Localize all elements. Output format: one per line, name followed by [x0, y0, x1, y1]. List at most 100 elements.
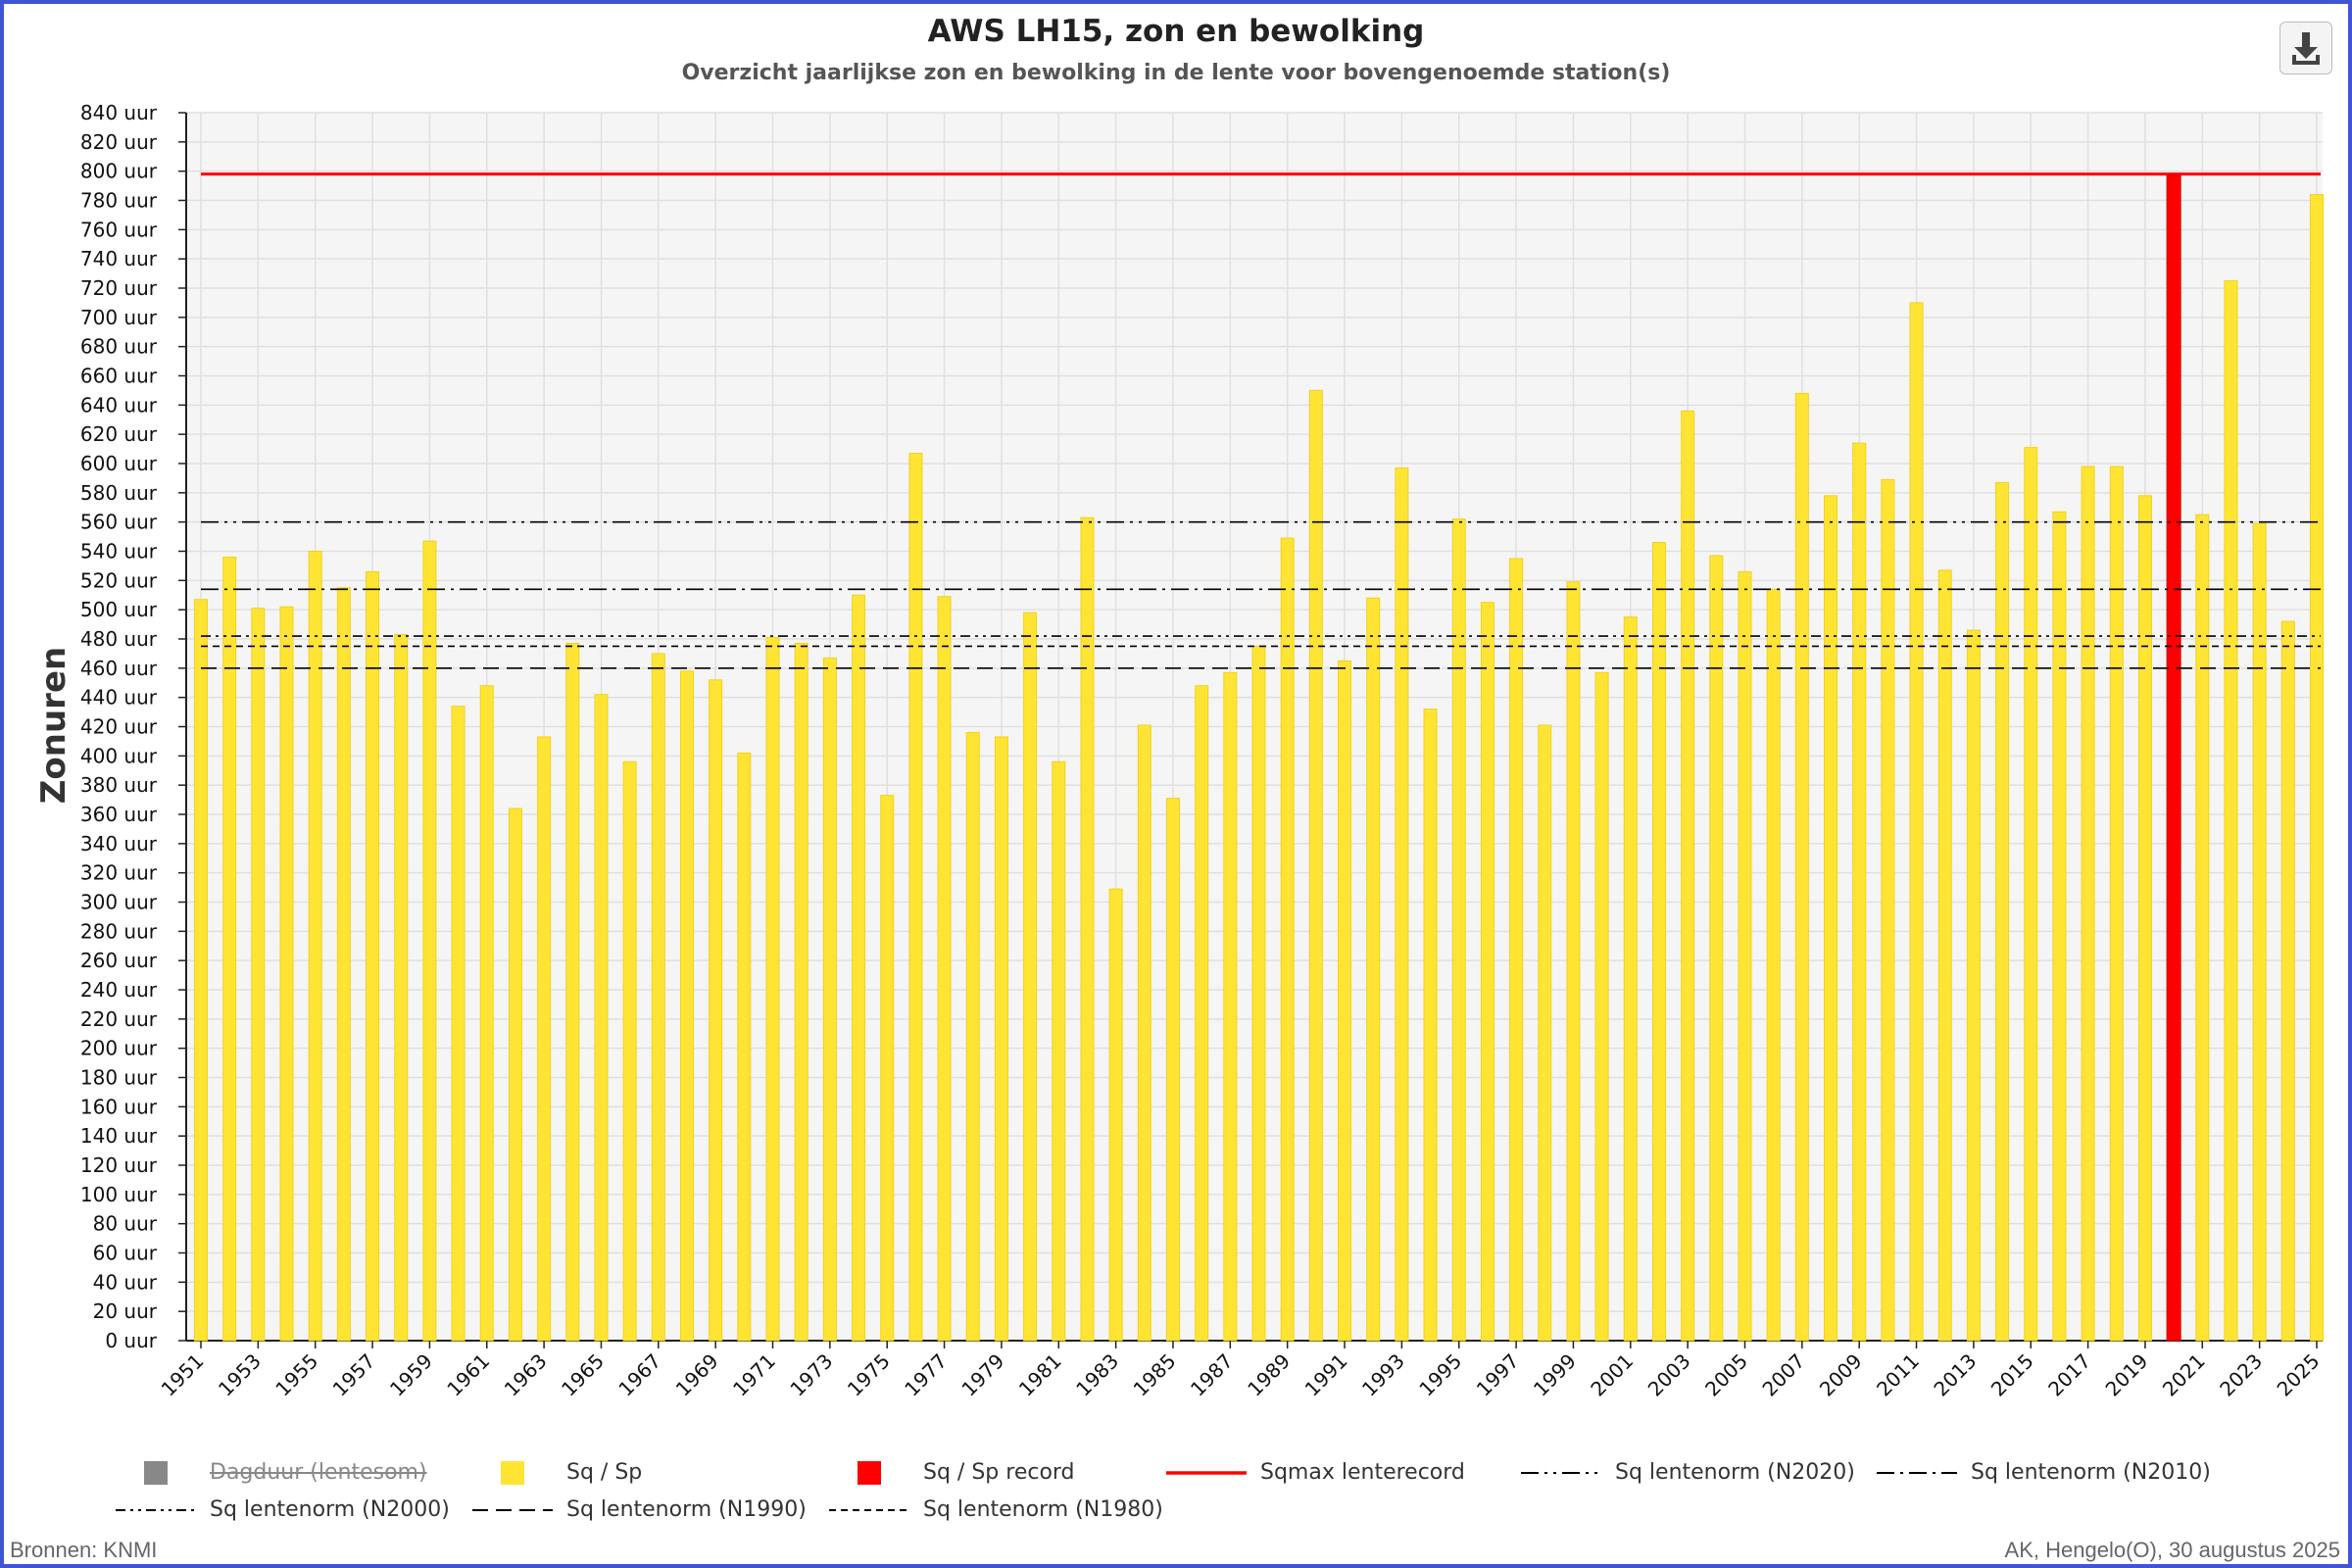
bar-1991: [1338, 660, 1352, 1342]
y-tick-label: 620 uur: [80, 422, 158, 446]
y-tick-label: 300 uur: [80, 891, 158, 914]
download-button[interactable]: [2279, 22, 2332, 74]
x-tick-label: 1997: [1472, 1349, 1524, 1401]
bar-1986: [1195, 685, 1209, 1342]
bar-2024: [2280, 620, 2295, 1342]
bar-2011: [1909, 302, 1924, 1342]
bar-1985: [1165, 798, 1180, 1342]
y-tick-label: 540 uur: [80, 540, 158, 564]
bar-1988: [1251, 645, 1266, 1342]
x-tick-label: 1961: [442, 1349, 494, 1401]
legend-label: Dagduur (lentesom): [210, 1460, 427, 1485]
bar-1971: [765, 637, 780, 1342]
x-tick-label: 1987: [1186, 1349, 1238, 1401]
bar-2017: [2081, 466, 2095, 1342]
bar-1952: [222, 556, 237, 1342]
bar-1982: [1080, 516, 1095, 1342]
y-tick-label: 460 uur: [80, 657, 158, 680]
x-tick-label: 1985: [1129, 1349, 1181, 1401]
bar-1969: [709, 679, 723, 1342]
y-tick-label: 280 uur: [80, 919, 158, 943]
y-tick-label: 100 uur: [80, 1183, 158, 1206]
x-tick-label: 1973: [785, 1349, 837, 1401]
x-tick-label: 2011: [1872, 1349, 1924, 1401]
bar-1951: [194, 599, 208, 1342]
y-tick-label: 700 uur: [80, 306, 158, 329]
legend-symbol: [829, 1509, 909, 1511]
y-tick-label: 400 uur: [80, 744, 158, 767]
x-tick-label: 2009: [1815, 1349, 1867, 1401]
y-tick-label: 520 uur: [80, 568, 158, 592]
bar-1998: [1538, 724, 1552, 1342]
x-tick-label: 1965: [557, 1349, 609, 1401]
legend-label: Sq lentenorm (N2000): [210, 1497, 450, 1522]
bar-1970: [737, 752, 752, 1342]
legend-symbol: [501, 1461, 524, 1485]
y-tick-label: 580 uur: [80, 481, 158, 505]
y-tick-label: 760 uur: [80, 218, 158, 241]
y-tick-label: 160 uur: [80, 1095, 158, 1118]
legend-symbol: [472, 1509, 553, 1511]
x-tick-label: 1975: [843, 1349, 895, 1401]
bar-1962: [508, 808, 522, 1342]
y-tick-label: 680 uur: [80, 335, 158, 359]
y-tick-label: 320 uur: [80, 861, 158, 885]
x-tick-label: 2003: [1643, 1349, 1695, 1401]
bar-1984: [1137, 724, 1152, 1342]
legend-label: Sq lentenorm (N1980): [923, 1497, 1163, 1522]
bar-1957: [366, 570, 380, 1342]
bar-1960: [451, 706, 466, 1342]
download-icon: [2292, 32, 2320, 65]
bar-1989: [1280, 537, 1295, 1342]
bar-2014: [1995, 481, 2010, 1342]
y-tick-label: 220 uur: [80, 1007, 158, 1031]
bar-record-2020: [2166, 174, 2181, 1342]
legend-label: Sq lentenorm (N2010): [1971, 1460, 2211, 1485]
chart-subtitle: Overzicht jaarlijkse zon en bewolking in…: [681, 61, 1671, 85]
x-tick-label: 2019: [2101, 1349, 2153, 1401]
x-tick-label: 1971: [728, 1349, 780, 1401]
bar-1967: [651, 653, 665, 1342]
x-tick-label: 1999: [1529, 1349, 1581, 1401]
bar-1993: [1395, 466, 1409, 1342]
bar-2019: [2137, 495, 2152, 1342]
bar-1999: [1566, 581, 1581, 1342]
bar-1963: [537, 736, 552, 1342]
bar-1992: [1366, 597, 1381, 1342]
bar-1977: [937, 596, 952, 1342]
x-tick-label: 1981: [1014, 1349, 1066, 1401]
chart-title: AWS LH15, zon en bewolking: [927, 14, 1425, 49]
x-tick-label: 2001: [1586, 1349, 1638, 1401]
bar-2013: [1966, 629, 1981, 1342]
x-tick-label: 1957: [328, 1349, 380, 1401]
legend-symbol: [858, 1461, 881, 1485]
y-tick-label: 180 uur: [80, 1066, 158, 1090]
y-tick-label: 440 uur: [80, 686, 158, 710]
x-tick-label: 2005: [1700, 1349, 1752, 1401]
legend-label: Sq lentenorm (N2020): [1615, 1460, 1855, 1485]
bar-1956: [336, 587, 351, 1342]
y-tick-label: 660 uur: [80, 365, 158, 388]
y-tick-label: 800 uur: [80, 160, 158, 183]
bar-2001: [1623, 616, 1638, 1342]
bar-1974: [852, 594, 866, 1342]
legend-symbol: [116, 1509, 196, 1511]
bar-2025: [2310, 194, 2324, 1342]
y-tick-label: 560 uur: [80, 511, 158, 534]
y-tick-label: 60 uur: [93, 1242, 158, 1265]
bar-2002: [1651, 542, 1666, 1342]
y-tick-label: 420 uur: [80, 715, 158, 739]
y-tick-label: 480 uur: [80, 627, 158, 651]
bar-1968: [679, 670, 694, 1342]
x-tick-label: 2007: [1757, 1349, 1809, 1401]
bar-1990: [1308, 389, 1323, 1342]
bar-2005: [1738, 570, 1752, 1342]
x-tick-label: 2025: [2273, 1349, 2325, 1401]
x-tick-label: 1989: [1243, 1349, 1295, 1401]
bar-2022: [2224, 280, 2238, 1342]
y-tick-label: 500 uur: [80, 598, 158, 621]
y-tick-label: 740 uur: [80, 247, 158, 270]
x-tick-label: 1979: [956, 1349, 1008, 1401]
y-tick-label: 780 uur: [80, 189, 158, 213]
bar-1996: [1480, 602, 1494, 1342]
